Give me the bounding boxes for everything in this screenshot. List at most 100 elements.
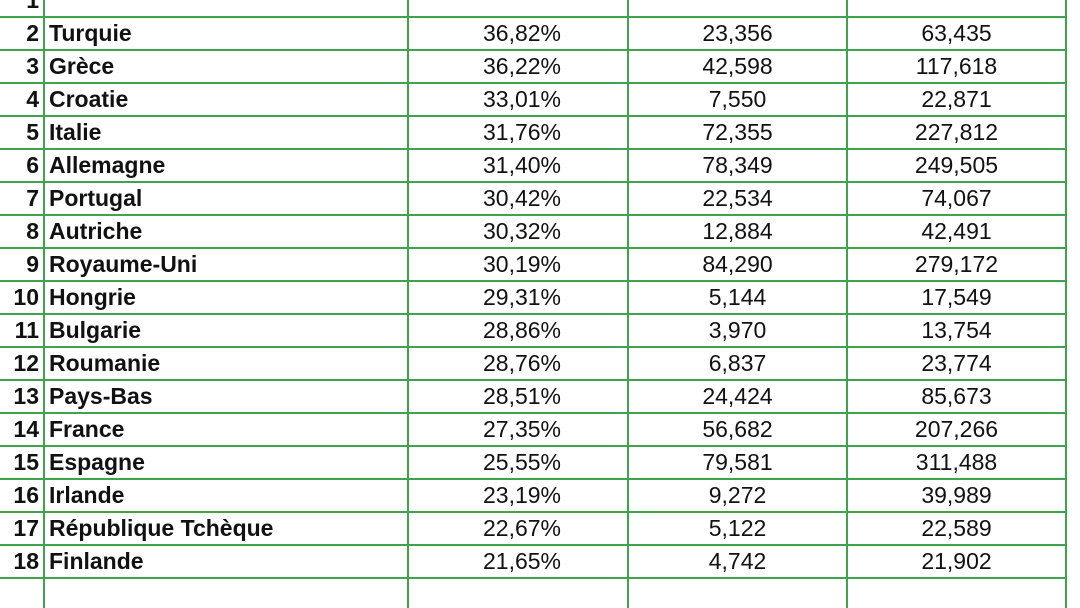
value-2-cell[interactable]	[846, 0, 1067, 18]
rank-cell[interactable]	[0, 577, 45, 608]
value-2-cell[interactable]: 227,812	[846, 115, 1067, 150]
value-1-cell[interactable]	[627, 577, 848, 608]
country-cell[interactable]: Hongrie	[43, 280, 409, 315]
rank-cell[interactable]: 14	[0, 412, 45, 447]
country-cell[interactable]: Grèce	[43, 49, 409, 84]
value-1-cell[interactable]: 5,144	[627, 280, 848, 315]
country-cell[interactable]: Roumanie	[43, 346, 409, 381]
country-cell[interactable]: France	[43, 412, 409, 447]
value-1-cell[interactable]: 3,970	[627, 313, 848, 348]
rank-cell[interactable]: 3	[0, 49, 45, 84]
value-1-cell[interactable]: 72,355	[627, 115, 848, 150]
rank-cell[interactable]: 8	[0, 214, 45, 249]
value-2-cell[interactable]	[846, 577, 1067, 608]
percentage-cell[interactable]: 33,01%	[407, 82, 629, 117]
value-1-cell[interactable]: 42,598	[627, 49, 848, 84]
percentage-cell[interactable]: 28,76%	[407, 346, 629, 381]
table-row: 9 Royaume-Uni 30,19% 84,290 279,172	[0, 247, 1067, 282]
percentage-cell[interactable]: 23,19%	[407, 478, 629, 513]
value-2-cell[interactable]: 311,488	[846, 445, 1067, 480]
percentage-cell[interactable]: 25,55%	[407, 445, 629, 480]
country-cell[interactable]	[43, 0, 409, 18]
rank-cell[interactable]: 15	[0, 445, 45, 480]
percentage-cell[interactable]: 31,76%	[407, 115, 629, 150]
percentage-cell[interactable]: 21,65%	[407, 544, 629, 579]
value-2-cell[interactable]: 23,774	[846, 346, 1067, 381]
country-cell[interactable]: Bulgarie	[43, 313, 409, 348]
value-1-cell[interactable]: 84,290	[627, 247, 848, 282]
value-1-cell[interactable]: 24,424	[627, 379, 848, 414]
rank-cell[interactable]: 7	[0, 181, 45, 216]
percentage-cell[interactable]: 22,67%	[407, 511, 629, 546]
country-cell[interactable]: République Tchèque	[43, 511, 409, 546]
value-1-cell[interactable]: 9,272	[627, 478, 848, 513]
value-1-cell[interactable]: 23,356	[627, 16, 848, 51]
value-1-cell[interactable]: 22,534	[627, 181, 848, 216]
percentage-cell[interactable]: 36,82%	[407, 16, 629, 51]
value-2-cell[interactable]: 249,505	[846, 148, 1067, 183]
percentage-cell[interactable]: 30,42%	[407, 181, 629, 216]
percentage-cell[interactable]	[407, 0, 629, 18]
percentage-cell[interactable]	[407, 577, 629, 608]
rank-cell[interactable]: 9	[0, 247, 45, 282]
rank-cell[interactable]: 13	[0, 379, 45, 414]
percentage-cell[interactable]: 27,35%	[407, 412, 629, 447]
value-2-cell[interactable]: 17,549	[846, 280, 1067, 315]
value-1-cell[interactable]: 56,682	[627, 412, 848, 447]
country-cell[interactable]: Portugal	[43, 181, 409, 216]
country-cell[interactable]: Turquie	[43, 16, 409, 51]
rank-cell[interactable]: 12	[0, 346, 45, 381]
value-2-cell[interactable]: 63,435	[846, 16, 1067, 51]
value-2-cell[interactable]: 42,491	[846, 214, 1067, 249]
rank-cell[interactable]: 16	[0, 478, 45, 513]
value-1-cell[interactable]: 12,884	[627, 214, 848, 249]
value-2-cell[interactable]: 22,589	[846, 511, 1067, 546]
value-1-cell[interactable]: 7,550	[627, 82, 848, 117]
value-1-cell[interactable]: 4,742	[627, 544, 848, 579]
table-row: 18 Finlande 21,65% 4,742 21,902	[0, 544, 1067, 579]
country-cell[interactable]: Irlande	[43, 478, 409, 513]
country-cell[interactable]: Croatie	[43, 82, 409, 117]
percentage-cell[interactable]: 36,22%	[407, 49, 629, 84]
value-2-cell[interactable]: 22,871	[846, 82, 1067, 117]
value-2-cell[interactable]: 117,618	[846, 49, 1067, 84]
percentage-cell[interactable]: 30,19%	[407, 247, 629, 282]
country-cell[interactable]: Allemagne	[43, 148, 409, 183]
rank-cell[interactable]: 2	[0, 16, 45, 51]
table-row: 1	[0, 0, 1067, 18]
value-2-cell[interactable]: 207,266	[846, 412, 1067, 447]
country-cell[interactable]	[43, 577, 409, 608]
value-1-cell[interactable]: 5,122	[627, 511, 848, 546]
percentage-cell[interactable]: 28,51%	[407, 379, 629, 414]
country-cell[interactable]: Autriche	[43, 214, 409, 249]
value-2-cell[interactable]: 85,673	[846, 379, 1067, 414]
country-cell[interactable]: Royaume-Uni	[43, 247, 409, 282]
value-1-cell[interactable]: 6,837	[627, 346, 848, 381]
percentage-cell[interactable]: 29,31%	[407, 280, 629, 315]
country-cell[interactable]: Espagne	[43, 445, 409, 480]
rank-cell[interactable]: 11	[0, 313, 45, 348]
rank-cell[interactable]: 17	[0, 511, 45, 546]
percentage-cell[interactable]: 28,86%	[407, 313, 629, 348]
rank-cell[interactable]: 5	[0, 115, 45, 150]
value-1-cell[interactable]: 79,581	[627, 445, 848, 480]
table-row: 7 Portugal 30,42% 22,534 74,067	[0, 181, 1067, 216]
value-2-cell[interactable]: 74,067	[846, 181, 1067, 216]
value-2-cell[interactable]: 279,172	[846, 247, 1067, 282]
value-2-cell[interactable]: 13,754	[846, 313, 1067, 348]
rank-cell[interactable]: 1	[0, 0, 45, 18]
rank-cell[interactable]: 10	[0, 280, 45, 315]
rank-cell[interactable]: 18	[0, 544, 45, 579]
country-cell[interactable]: Pays-Bas	[43, 379, 409, 414]
country-cell[interactable]: Italie	[43, 115, 409, 150]
value-1-cell[interactable]: 78,349	[627, 148, 848, 183]
value-2-cell[interactable]: 39,989	[846, 478, 1067, 513]
rank-cell[interactable]: 6	[0, 148, 45, 183]
percentage-cell[interactable]: 31,40%	[407, 148, 629, 183]
percentage-cell[interactable]: 30,32%	[407, 214, 629, 249]
value-2-cell[interactable]: 21,902	[846, 544, 1067, 579]
country-cell[interactable]: Finlande	[43, 544, 409, 579]
value-1-cell[interactable]	[627, 0, 848, 18]
rank-cell[interactable]: 4	[0, 82, 45, 117]
